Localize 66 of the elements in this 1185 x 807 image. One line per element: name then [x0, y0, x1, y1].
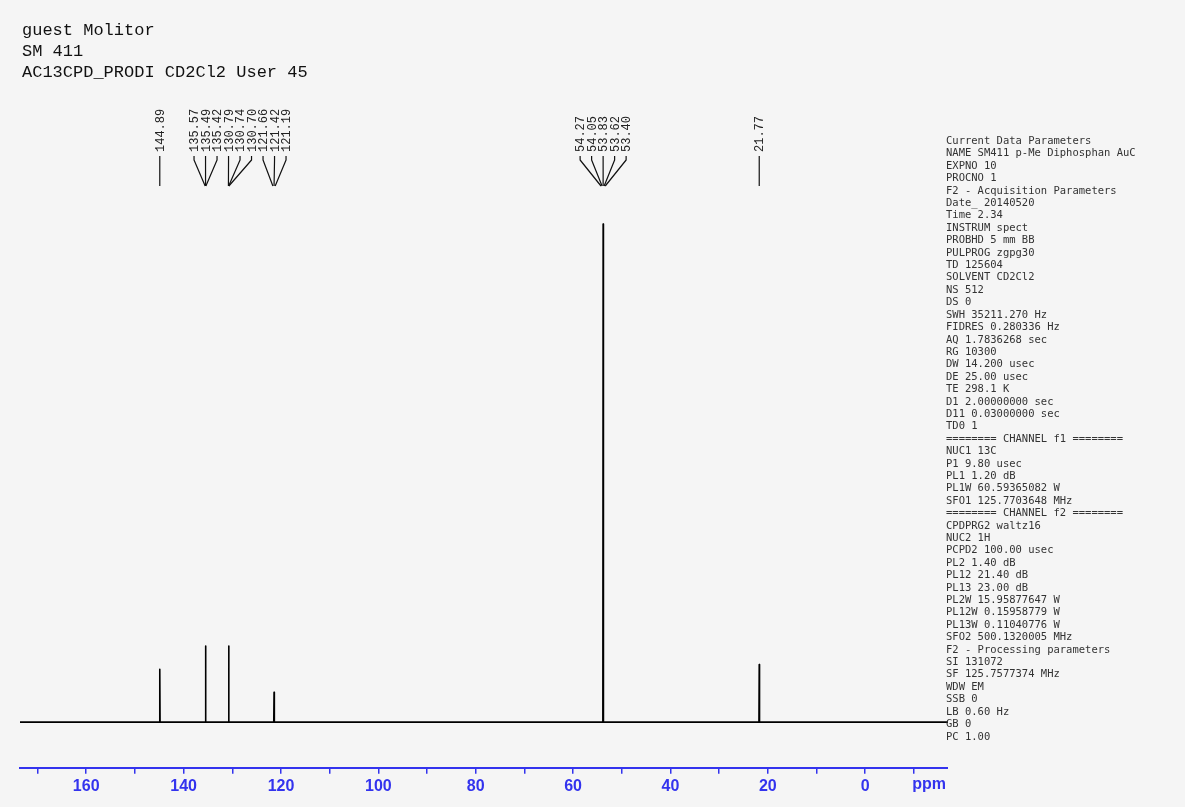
annotation: GB 0	[946, 717, 973, 730]
annotation: LB 0.60 Hz	[946, 704, 1011, 718]
annotation: SFO1 125.7703648 MHz	[946, 493, 1074, 507]
annotation: PL2 1.40 dB	[946, 555, 1017, 569]
annotation: INSTRUM spect	[946, 220, 1030, 234]
annotation: SFO2 500.1320005 MHz	[946, 630, 1074, 643]
annotation: PL12W 0.15958779 W	[946, 605, 1061, 618]
annotation: F2 - Processing parameters	[946, 642, 1112, 656]
text: AC13CPD_PRODI CD2Cl2 User 45	[22, 62, 308, 83]
annotation: 21.77	[753, 115, 768, 152]
chart-title: guest Molitor	[22, 20, 156, 41]
annotation: SOLVENT CD2Cl2	[946, 270, 1036, 283]
text: EXPNO 10	[946, 158, 998, 172]
x-tick-label: 40	[661, 776, 680, 794]
x-tick-label: 20	[758, 776, 777, 794]
annotation: 53.40	[620, 115, 635, 152]
annotation: DW 14.200 usec	[946, 357, 1036, 370]
annotation: AQ 1.7836268 sec	[946, 332, 1049, 345]
x-tick-label: 60	[564, 776, 583, 794]
text: NAME SM411 p-Me Diphosphan AuC	[946, 146, 1136, 159]
x-tick-label: 120	[267, 776, 295, 794]
annotation: PL12 21.40 dB	[946, 568, 1030, 581]
annotation: CPDPRG2 waltz16	[946, 518, 1042, 531]
annotation: FIDRES 0.280336 Hz	[946, 320, 1061, 333]
annotation: D11 0.03000000 sec	[946, 406, 1061, 420]
annotation: PL2W 15.95877647 W	[946, 593, 1061, 606]
annotation: 121.19	[280, 108, 295, 152]
annotation: SF 125.7577374 MHz	[946, 667, 1061, 680]
text: Current Data Parameters	[946, 134, 1093, 147]
annotation: PROBHD 5 mm BB	[946, 233, 1036, 246]
text: Date_ 20140520	[946, 196, 1036, 209]
annotation: TD 125604	[946, 258, 1004, 271]
annotation: NUC2 1H	[946, 531, 992, 544]
annotation: DS 0	[946, 295, 973, 308]
annotation: TD0 1	[946, 419, 979, 432]
annotation: PL13W 0.11040776 W	[946, 617, 1061, 631]
annotation: NS 512	[946, 282, 985, 296]
annotation: PL13 23.00 dB	[946, 580, 1030, 594]
annotation: WDW EM	[946, 679, 985, 693]
annotation: ======== CHANNEL f2 ========	[946, 506, 1124, 519]
annotation: RG 10300	[946, 344, 998, 358]
x-axis-title: ppm	[912, 775, 946, 793]
annotation: P1 9.80 usec	[946, 456, 1023, 469]
annotation: ======== CHANNEL f1 ========	[946, 431, 1124, 445]
annotation: PCPD2 100.00 usec	[946, 543, 1055, 556]
x-tick-label: 160	[72, 776, 100, 794]
annotation: TE 298.1 K	[946, 382, 1011, 395]
annotation: 144.89	[153, 108, 168, 152]
annotation: D1 2.00000000 sec	[946, 394, 1055, 407]
x-tick-label: 0	[860, 776, 870, 794]
annotation: PL1W 60.59365082 W	[946, 481, 1061, 494]
chart-subtitle: SM 411	[22, 41, 85, 62]
text: Time 2.34	[946, 208, 1004, 221]
x-tick-label: 80	[466, 776, 485, 794]
x-tick-label: 140	[170, 776, 198, 794]
text: PROCNO 1	[946, 171, 998, 184]
annotation: SI 131072	[946, 655, 1004, 668]
annotation: PC 1.00	[946, 729, 992, 742]
text: F2 - Acquisition Parameters	[946, 183, 1118, 197]
annotation: PL1 1.20 dB	[946, 468, 1017, 482]
annotation: NUC1 13C	[946, 444, 998, 457]
annotation: SWH 35211.270 Hz	[946, 307, 1049, 321]
annotation: SSB 0	[946, 692, 979, 705]
annotation: DE 25.00 usec	[946, 369, 1030, 383]
annotation: PULPROG zgpg30	[946, 245, 1036, 259]
x-tick-label: 100	[364, 776, 392, 794]
